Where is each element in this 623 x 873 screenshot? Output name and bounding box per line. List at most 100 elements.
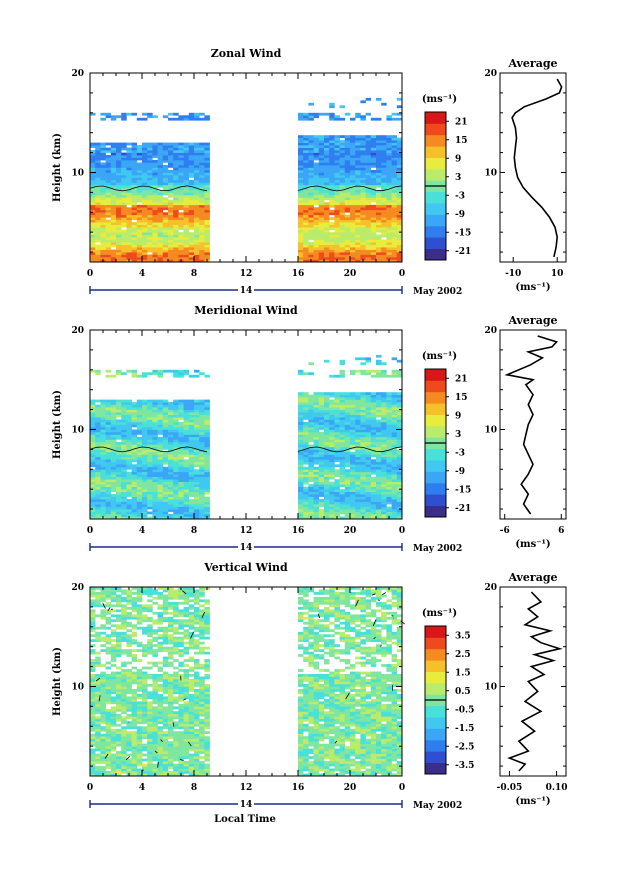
heatmap-cell (391, 369, 398, 373)
heatmap-cell (110, 594, 117, 598)
heatmap-cell (386, 170, 392, 173)
heatmap-cell (329, 117, 335, 121)
heatmap-cell (168, 424, 174, 428)
heatmap-cell (131, 147, 138, 151)
heatmap-cell (157, 516, 164, 520)
heatmap-cell (318, 172, 325, 176)
heatmap-cell (105, 489, 112, 492)
heatmap-cell (308, 234, 314, 238)
heatmap-cell (95, 686, 101, 690)
heatmap-cell (136, 157, 143, 161)
heatmap-cell (183, 499, 190, 502)
heatmap-cell (360, 414, 366, 418)
heatmap-cell (298, 239, 304, 243)
heatmap-cell (318, 456, 325, 460)
heatmap-cell (376, 214, 382, 218)
heatmap-cell (173, 471, 179, 475)
heatmap-cell (194, 464, 200, 468)
heatmap-cell (324, 172, 330, 176)
heatmap-cell (116, 229, 122, 233)
heatmap-cell (168, 407, 174, 410)
heatmap-cell (173, 402, 179, 405)
heatmap-cell (381, 446, 387, 450)
heatmap-cell (173, 202, 179, 206)
heatmap-cell (365, 511, 372, 515)
heatmap-cell (162, 491, 169, 495)
heatmap-cell (162, 506, 169, 510)
heatmap-cell (183, 407, 190, 410)
heatmap-cell (173, 501, 179, 505)
heatmap-cell (147, 147, 153, 151)
heatmap-cell (116, 244, 122, 248)
heatmap-cell (110, 644, 117, 647)
heatmap-cell (95, 165, 101, 168)
heatmap-cell (355, 394, 361, 398)
heatmap-cell (152, 506, 158, 510)
heatmap-cell (334, 147, 340, 151)
heatmap-cell (204, 417, 210, 420)
heatmap-cell (308, 202, 314, 206)
heatmap-cell (105, 494, 112, 497)
heatmap-cell (95, 451, 101, 455)
heatmap-cell (391, 439, 398, 443)
heatmap-cell (381, 456, 387, 460)
heatmap-cell (376, 511, 382, 515)
heatmap-cell (339, 239, 346, 243)
heatmap-cell (136, 182, 143, 186)
heatmap-cell (313, 432, 320, 435)
heatmap-cell (329, 514, 335, 517)
heatmap-cell (95, 449, 101, 453)
heatmap-cell (116, 631, 122, 635)
heatmap-cell (183, 242, 190, 245)
heatmap-cell (142, 157, 148, 161)
heatmap-cell (157, 417, 164, 420)
heatmap-cell (204, 237, 210, 240)
heatmap-cell (396, 187, 403, 191)
heatmap-cell (136, 451, 143, 455)
heatmap-cell (381, 160, 387, 163)
heatmap-cell (376, 456, 382, 460)
heatmap-cell (381, 474, 387, 477)
heatmap-cell (90, 152, 96, 156)
heatmap-cell (303, 167, 309, 171)
heatmap-cell (136, 441, 143, 445)
heatmap-cell (329, 202, 335, 206)
heatmap-cell (105, 219, 112, 223)
heatmap-cell (329, 441, 335, 445)
heatmap-cell (318, 234, 325, 238)
heatmap-cell (334, 486, 340, 490)
heatmap-cell (131, 464, 138, 468)
heatmap-cell (90, 145, 96, 148)
heatmap-cell (95, 691, 101, 695)
heatmap-cell (350, 417, 356, 420)
heatmap-cell (355, 162, 361, 166)
heatmap-cell (95, 486, 101, 490)
heatmap-cell (116, 155, 122, 158)
heatmap-cell (110, 509, 117, 512)
heatmap-cell (136, 491, 143, 495)
heatmap-cell (360, 422, 366, 425)
heatmap-cell (334, 397, 340, 400)
heatmap-cell (350, 516, 356, 520)
heatmap-cell (355, 165, 361, 168)
heatmap-cell (178, 449, 184, 453)
heatmap-cell (386, 224, 392, 228)
heatmap-cell (157, 160, 164, 163)
heatmap-cell (396, 504, 403, 507)
heatmap-cell (303, 187, 309, 191)
heatmap-cell (147, 436, 153, 440)
heatmap-cell (386, 471, 392, 475)
heatmap-cell (110, 716, 117, 720)
heatmap-cell (199, 514, 205, 517)
heatmap-cell (355, 150, 361, 153)
heatmap-cell (303, 165, 309, 168)
heatmap-cell (324, 479, 330, 482)
heatmap-cell (188, 150, 195, 153)
heatmap-cell (168, 162, 174, 166)
heatmap-cell (105, 444, 112, 448)
heatmap-cell (360, 466, 366, 470)
heatmap-cell (116, 449, 122, 453)
heatmap-cell (110, 374, 117, 378)
y-tick-label: 20 (71, 326, 84, 336)
heatmap-cell (391, 199, 398, 203)
